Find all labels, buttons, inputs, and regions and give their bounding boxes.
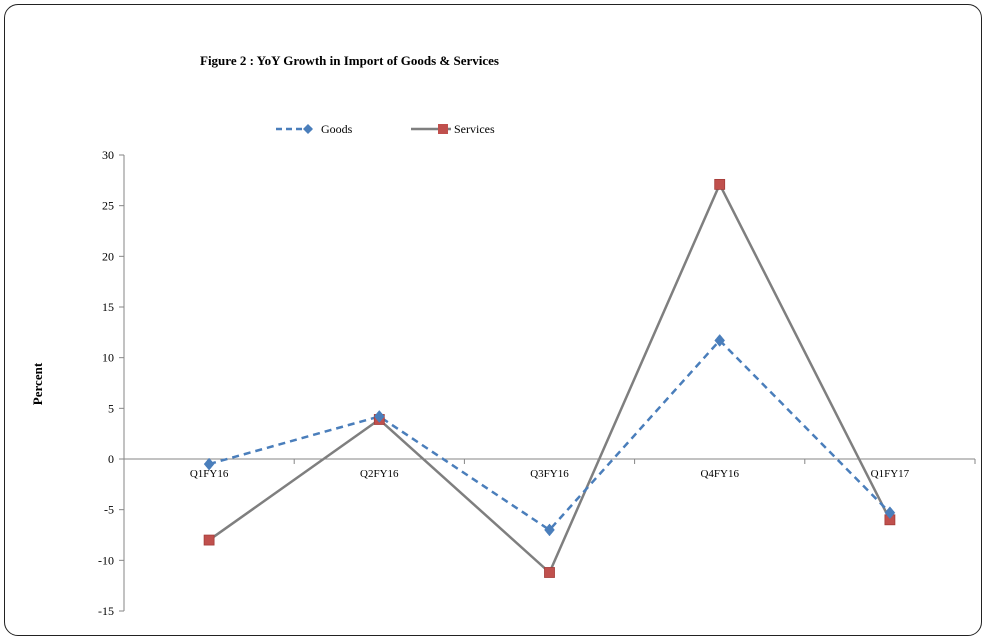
legend-marker-goods: [303, 124, 313, 134]
y-tick-label: 0: [108, 452, 114, 466]
marker-goods: [544, 523, 555, 537]
marker-goods: [203, 457, 215, 471]
series-line-goods: [208, 339, 891, 532]
series-lines: [208, 183, 892, 574]
y-tick-label: -5: [104, 503, 114, 517]
x-tick-label: Q4FY16: [700, 468, 739, 480]
legend-label-goods: Goods: [321, 122, 353, 136]
marker-services: [203, 534, 215, 546]
axes: 30 25 20 15 10 5 0 -5 -10 -15 Q1FY16 Q2FY16 Q3FY16 Q4…: [98, 148, 976, 618]
chart-title: Figure 2 : YoY Growth in Import of Goods…: [200, 53, 499, 68]
y-tick-label: 5: [108, 401, 114, 415]
legend-label-services: Services: [454, 122, 495, 136]
legend: Goods Services: [276, 122, 495, 136]
legend-marker-services: [438, 124, 448, 134]
chart-frame: [4, 4, 982, 636]
y-tick-label: 20: [102, 249, 114, 263]
y-tick-label: 25: [102, 199, 114, 213]
marker-services: [544, 567, 555, 578]
x-tick-label: Q2FY16: [360, 468, 399, 480]
y-tick-label: 10: [102, 351, 114, 365]
y-tick-label: -15: [98, 604, 114, 618]
series-markers: [203, 178, 896, 578]
y-tick-label: 30: [102, 148, 114, 162]
series-line-services: [208, 183, 892, 574]
x-tick-label: Q3FY16: [530, 468, 569, 480]
marker-services: [714, 178, 726, 190]
x-tick-label: Q1FY17: [871, 468, 910, 480]
y-tick-label: -10: [98, 553, 114, 567]
marker-goods: [884, 506, 896, 520]
marker-goods: [714, 334, 726, 347]
marker-goods: [373, 410, 385, 423]
y-tick-label: 15: [102, 300, 114, 314]
x-tick-label: Q1FY16: [190, 468, 229, 480]
